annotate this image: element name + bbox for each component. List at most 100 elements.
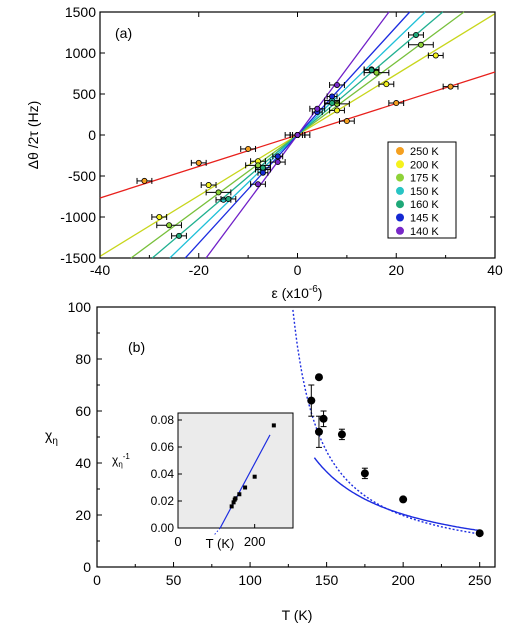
legend-entry: 140 K [410,226,439,238]
y-tick-label: 0 [83,559,91,575]
x-tick-label: 0 [93,572,101,588]
data-point [412,31,419,38]
y-tick-label: 60 [75,403,91,419]
y-tick-label: 20 [75,507,91,523]
y-tick-label: 80 [75,351,91,367]
data-point [343,118,350,125]
y-tick-label: 0 [88,127,96,143]
inset-fit-line [219,434,271,529]
y-axis-label-main: χ [45,427,53,443]
data-point [254,181,261,188]
data-point [220,196,227,203]
y-axis-label-sub: η [52,436,58,447]
x-axis-label-close: ) [318,285,323,301]
x-tick-label: 40 [487,262,503,278]
data-point [195,159,202,166]
data-point [307,396,316,405]
inset-y-tick-label: 0.06 [151,440,175,454]
data-point [274,153,281,160]
data-point [373,69,380,76]
inset-x-tick-label: 0 [174,534,181,549]
data-point [314,373,323,382]
inset-data-point [231,500,236,505]
panel-b-ticks: 0 50 100 150 200 250 0 20 40 60 80 100 [68,299,492,588]
y-tick-label: 1500 [65,4,96,20]
inset-x-axis-label: T (K) [206,536,235,551]
inset-data-point [233,496,238,501]
data-point [294,131,301,138]
x-tick-label: 250 [468,572,492,588]
data-point [399,495,408,504]
y-tick-label: 100 [68,299,92,315]
panel-a-y-axis-label: Δθ /2τ (Hz) [25,101,41,170]
x-tick-label: 150 [315,572,339,588]
data-point [447,83,454,90]
legend-marker [396,160,404,169]
data-point [417,41,424,48]
inset-chart: 0 200 0.00 0.02 0.04 0.06 0.08 χη-1 T (K) [112,412,294,551]
y-tick-label: 500 [73,86,97,102]
inset-y-label-sub: η [118,460,122,469]
panel-b-fit-curves [292,309,480,535]
data-point [333,107,340,114]
data-point [432,52,439,59]
y-tick-label: 1000 [65,45,96,61]
inset-y-label-main: χ [112,453,119,467]
x-tick-label: -40 [90,262,110,278]
x-tick-label: 200 [391,572,415,588]
legend-marker [396,173,404,182]
data-point [383,81,390,88]
data-point [329,100,336,107]
inset-y-tick-label: 0.04 [151,467,175,481]
data-point [141,177,148,184]
data-point [475,529,484,538]
data-point [329,93,336,100]
panel-b-x-axis-label: T (K) [282,607,313,623]
inset-data-point [252,474,257,479]
inset-ticks: 0 200 0.00 0.02 0.04 0.06 0.08 [151,413,266,549]
panel-a-label: (a) [115,25,132,41]
legend-entry: 175 K [410,173,439,185]
data-point [314,427,323,436]
panel-a-chart: -40 -20 0 20 40 -1500 -1000 -500 0 500 1000 1500 (a… [25,4,503,301]
x-tick-label: 0 [294,262,302,278]
data-point [337,430,346,439]
inset-y-tick-label: 0.08 [151,413,175,427]
data-point [254,162,261,169]
solid-fit-curve [313,457,480,532]
legend-marker [396,147,404,155]
inset-x-tick-label: 200 [244,534,266,549]
inset-fit-extension [214,527,221,536]
panel-a-x-axis-label: ε (x10-6) [272,284,323,301]
data-point [245,145,252,152]
inset-y-tick-label: 0.00 [151,521,175,535]
data-point [215,189,222,196]
panel-a-ticks: -40 -20 0 20 40 -1500 -1000 -500 0 500 1000 1500 [60,4,503,278]
y-tick-label: -1000 [60,209,96,225]
data-point [225,195,232,202]
data-point [156,213,163,220]
x-axis-label-exponent: -6 [309,284,318,295]
data-point [393,100,400,107]
data-point [259,164,266,171]
x-tick-label: 50 [166,572,182,588]
inset-plot-frame [177,412,294,529]
data-point [314,105,321,112]
panel-b-plot-frame [96,306,496,568]
data-point [333,81,340,88]
x-tick-label: 100 [238,572,262,588]
x-tick-label: 20 [388,262,404,278]
data-point [368,67,375,74]
legend-entry: 250 K [410,146,439,158]
legend-entry: 150 K [410,186,439,198]
data-point [166,222,173,229]
data-point [274,159,281,166]
dotted-fit-curve [292,309,480,535]
inset-data-point [243,485,248,490]
panel-b-label: (b) [128,339,145,355]
inset-fit-line [214,434,271,536]
y-tick-label: -1500 [60,250,96,266]
